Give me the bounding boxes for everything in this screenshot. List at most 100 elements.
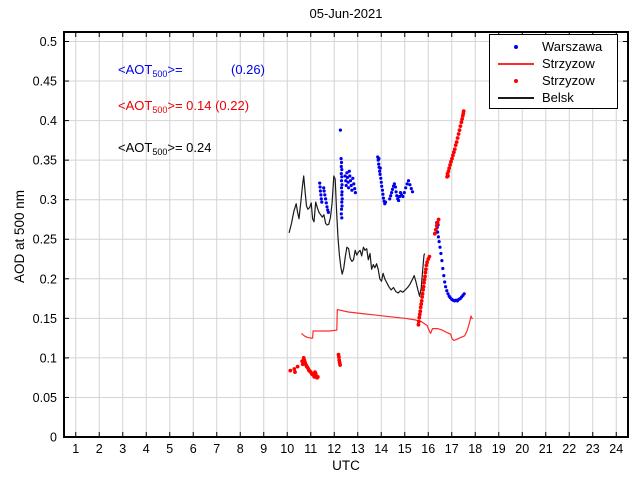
- data-point: [324, 197, 328, 201]
- legend-box: Warszawa Strzyzow Strzyzow Belsk: [489, 34, 618, 109]
- data-point: [379, 180, 383, 184]
- data-point: [433, 227, 438, 232]
- y-tick-label: 0.05: [33, 391, 57, 405]
- data-point: [381, 192, 385, 196]
- y-tick-label: 0.1: [40, 351, 57, 365]
- series-belsk-line: [288, 175, 426, 297]
- data-point: [318, 181, 322, 185]
- x-tick-label: 16: [421, 442, 435, 456]
- legend-label: Belsk: [542, 90, 574, 105]
- data-point: [419, 299, 424, 303]
- data-point: [381, 196, 385, 200]
- series-strzyzow-scatter: [288, 109, 466, 380]
- data-point: [437, 240, 441, 244]
- data-point: [420, 291, 425, 296]
- data-point: [340, 200, 344, 204]
- data-point: [320, 200, 324, 204]
- data-point: [424, 267, 428, 272]
- data-point: [340, 216, 344, 220]
- x-tick-label: 8: [237, 442, 244, 456]
- annotation-warszawa-aot: <AOT500>= (0.26): [118, 62, 265, 79]
- data-point: [406, 179, 411, 183]
- x-tick-label: 4: [143, 442, 150, 456]
- data-point: [390, 191, 394, 195]
- data-point: [456, 132, 461, 136]
- data-point: [351, 176, 355, 180]
- data-point: [379, 176, 383, 180]
- data-point: [345, 175, 349, 180]
- annotation-value: (0.26): [231, 62, 265, 77]
- data-point: [448, 163, 452, 167]
- legend-entry-strzyzow-dots: Strzyzow: [490, 72, 617, 89]
- data-point: [447, 166, 452, 171]
- data-point: [409, 187, 413, 191]
- data-point: [460, 117, 464, 121]
- x-tick-label: 10: [280, 442, 294, 456]
- data-point: [319, 193, 323, 197]
- data-point: [438, 245, 442, 249]
- data-point: [410, 190, 415, 194]
- data-point: [344, 183, 348, 188]
- data-point: [293, 370, 297, 374]
- y-tick-label: 0.2: [40, 272, 57, 286]
- data-point: [340, 168, 344, 172]
- data-point: [338, 363, 342, 367]
- legend-label: Strzyzow: [542, 56, 595, 71]
- data-point: [339, 179, 344, 183]
- annotation-text: >=: [167, 62, 183, 77]
- data-point: [339, 186, 344, 190]
- legend-entry-strzyzow-line: Strzyzow: [490, 55, 617, 72]
- data-point: [337, 355, 341, 359]
- data-point: [395, 194, 399, 198]
- data-point: [288, 368, 293, 373]
- y-tick-label: 0.15: [33, 312, 57, 326]
- data-point: [322, 186, 326, 190]
- data-point: [347, 186, 351, 190]
- data-point: [378, 166, 382, 170]
- y-axis-label: AOD at 500 nm: [12, 189, 27, 283]
- data-point: [450, 156, 454, 161]
- x-tick-label: 11: [304, 442, 317, 456]
- data-point: [318, 185, 322, 189]
- chart-title: 05-Jun-2021: [309, 6, 383, 21]
- data-point: [424, 263, 429, 268]
- legend-label: Warszawa: [542, 39, 603, 54]
- data-point: [322, 189, 326, 193]
- data-point: [416, 322, 421, 327]
- x-tick-label: 22: [562, 442, 576, 456]
- data-point: [340, 204, 344, 208]
- data-point: [436, 217, 441, 222]
- data-point: [353, 191, 357, 195]
- data-point: [422, 280, 426, 285]
- data-point: [417, 312, 422, 317]
- data-point: [451, 153, 455, 158]
- data-point: [353, 187, 357, 191]
- data-point: [388, 197, 392, 201]
- y-tick-label: 0: [50, 431, 57, 445]
- data-point: [421, 288, 425, 292]
- data-point: [419, 302, 424, 306]
- data-point: [402, 191, 406, 195]
- x-tick-label: 13: [351, 442, 365, 456]
- data-point: [452, 147, 457, 152]
- data-point: [390, 187, 395, 191]
- data-point: [349, 183, 353, 188]
- data-point: [325, 205, 329, 209]
- data-point: [417, 315, 422, 320]
- data-point: [436, 235, 440, 239]
- annotation-subscript: 500: [152, 69, 168, 79]
- y-tick-label: 0.5: [40, 35, 57, 49]
- data-point: [348, 179, 353, 183]
- data-point: [453, 143, 458, 148]
- data-point: [318, 189, 322, 193]
- data-point: [295, 364, 300, 369]
- data-point: [416, 319, 421, 324]
- series-warszawa-scatter: [318, 128, 466, 303]
- data-point: [378, 172, 382, 176]
- data-point: [347, 169, 351, 173]
- data-point: [442, 274, 446, 278]
- data-point: [446, 174, 450, 178]
- plot-border: [63, 31, 629, 438]
- x-tick-label: 23: [586, 442, 600, 456]
